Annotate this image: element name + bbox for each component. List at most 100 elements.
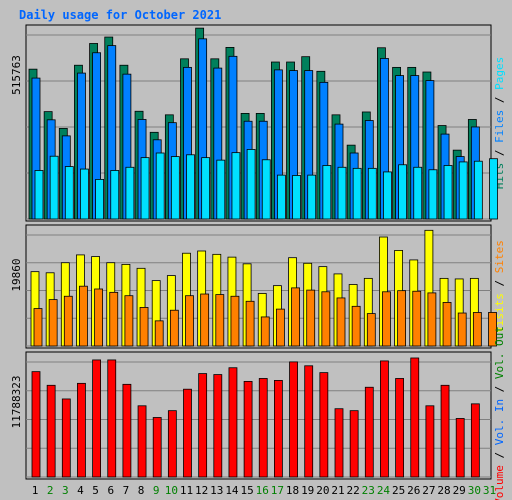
legend-part-1: / xyxy=(493,273,506,293)
bar-sites-day-31 xyxy=(488,312,497,347)
bar-pages-day-24 xyxy=(383,171,392,220)
x-tick-label-18: 18 xyxy=(286,484,299,497)
bar-pages-day-14 xyxy=(231,152,241,220)
x-tick-label-16: 16 xyxy=(256,484,269,497)
bar-pages-day-23 xyxy=(367,167,377,220)
x-tick-label-1: 1 xyxy=(32,484,39,497)
x-tick-label-15: 15 xyxy=(240,484,253,497)
bar-sites-day-16 xyxy=(260,316,270,347)
bar-pages-day-1 xyxy=(34,170,44,220)
legend-part-0: Volume xyxy=(493,465,506,500)
bar-sites-day-18 xyxy=(291,287,300,347)
x-tick-label-28: 28 xyxy=(437,484,450,497)
legend-part-1: / xyxy=(493,445,506,465)
bar-volume-day-15 xyxy=(243,380,253,478)
x-tick-label-6: 6 xyxy=(107,484,114,497)
bar-pages-day-19 xyxy=(307,174,317,220)
bar-sites-day-20 xyxy=(321,291,331,347)
legend-part-4: Vol. Out xyxy=(493,326,506,379)
x-tick-label-24: 24 xyxy=(377,484,391,497)
panel-volume: 11788323 Volume / Vol. In / Vol. Out xyxy=(10,326,506,500)
bar-pages-day-2 xyxy=(49,155,59,220)
bar-sites-day-26 xyxy=(412,290,422,347)
bar-sites-day-28 xyxy=(442,302,452,347)
bar-volume-day-4 xyxy=(77,382,86,478)
legend-part-4: Pages xyxy=(493,57,506,90)
legend-part-3: / xyxy=(493,90,506,110)
bar-sites-day-15 xyxy=(245,300,255,347)
right-legend: Visits / Sites xyxy=(493,240,506,333)
bar-volume-day-30 xyxy=(470,403,480,478)
x-tick-label-20: 20 xyxy=(316,484,329,497)
bar-pages-day-4 xyxy=(80,168,89,220)
bar-pages-day-31 xyxy=(489,158,498,220)
bar-sites-day-3 xyxy=(63,295,73,347)
x-tick-label-5: 5 xyxy=(92,484,99,497)
bar-sites-day-24 xyxy=(382,291,391,347)
bar-pages-day-9 xyxy=(155,152,165,220)
bar-pages-day-26 xyxy=(413,166,423,220)
x-tick-label-21: 21 xyxy=(331,484,344,497)
bar-pages-day-25 xyxy=(398,164,408,220)
bar-pages-day-15 xyxy=(246,149,256,220)
x-tick-label-23: 23 xyxy=(362,484,375,497)
bar-pages-day-3 xyxy=(64,166,74,220)
bar-pages-day-27 xyxy=(428,169,438,220)
bar-pages-day-11 xyxy=(186,154,195,220)
x-tick-label-22: 22 xyxy=(347,484,360,497)
x-tick-label-9: 9 xyxy=(153,484,160,497)
bar-volume-day-5 xyxy=(92,359,101,478)
chart-title: Daily usage for October 2021 xyxy=(19,8,221,22)
bar-volume-day-28 xyxy=(440,384,450,478)
bar-pages-day-17 xyxy=(276,174,286,220)
x-tick-label-10: 10 xyxy=(165,484,178,497)
bar-sites-day-17 xyxy=(275,308,285,347)
legend-part-3: / xyxy=(493,379,506,399)
bar-volume-day-17 xyxy=(273,380,283,478)
panel-visits-sites: 19860 Visits / Sites xyxy=(10,224,506,349)
bar-sites-day-7 xyxy=(124,295,134,347)
bar-sites-day-19 xyxy=(306,289,316,347)
bar-volume-day-25 xyxy=(395,378,405,478)
legend-part-2: Vol. In xyxy=(493,399,506,445)
bar-pages-day-5 xyxy=(95,179,104,220)
bar-volume-day-6 xyxy=(107,359,117,478)
bar-pages-day-18 xyxy=(292,175,301,220)
legend-part-1: / xyxy=(493,143,506,163)
bar-pages-day-21 xyxy=(337,166,347,220)
bar-pages-day-8 xyxy=(140,157,150,220)
bar-volume-day-13 xyxy=(213,374,223,478)
bar-sites-day-8 xyxy=(139,307,149,347)
bar-volume-day-11 xyxy=(183,388,192,478)
x-tick-label-11: 11 xyxy=(180,484,193,497)
x-tick-label-7: 7 xyxy=(123,484,130,497)
bar-pages-day-29 xyxy=(458,161,468,220)
y-max-label: 515763 xyxy=(10,55,23,95)
bar-sites-day-9 xyxy=(154,320,164,347)
legend-part-2: Sites xyxy=(493,240,506,273)
bar-sites-day-27 xyxy=(427,292,437,347)
x-tick-label-26: 26 xyxy=(407,484,420,497)
bar-sites-day-11 xyxy=(185,295,194,347)
bar-volume-day-12 xyxy=(198,373,208,478)
x-tick-label-19: 19 xyxy=(301,484,314,497)
bar-volume-day-27 xyxy=(425,405,435,478)
y-max-label: 11788323 xyxy=(10,376,23,429)
bar-volume-day-2 xyxy=(46,384,56,478)
bar-volume-day-10 xyxy=(167,410,177,478)
bar-sites-day-22 xyxy=(351,305,361,347)
bar-sites-day-23 xyxy=(366,313,376,347)
right-legend: Volume / Vol. In / Vol. Out xyxy=(493,326,506,500)
bar-volume-day-23 xyxy=(364,386,374,478)
x-tick-label-25: 25 xyxy=(392,484,405,497)
bar-pages-day-10 xyxy=(170,156,180,220)
bar-sites-day-12 xyxy=(200,293,210,347)
bar-sites-day-21 xyxy=(336,297,346,347)
bar-sites-day-6 xyxy=(109,291,119,347)
bar-volume-day-19 xyxy=(304,365,314,478)
bar-sites-day-14 xyxy=(230,295,240,347)
y-max-label: 19860 xyxy=(10,258,23,291)
